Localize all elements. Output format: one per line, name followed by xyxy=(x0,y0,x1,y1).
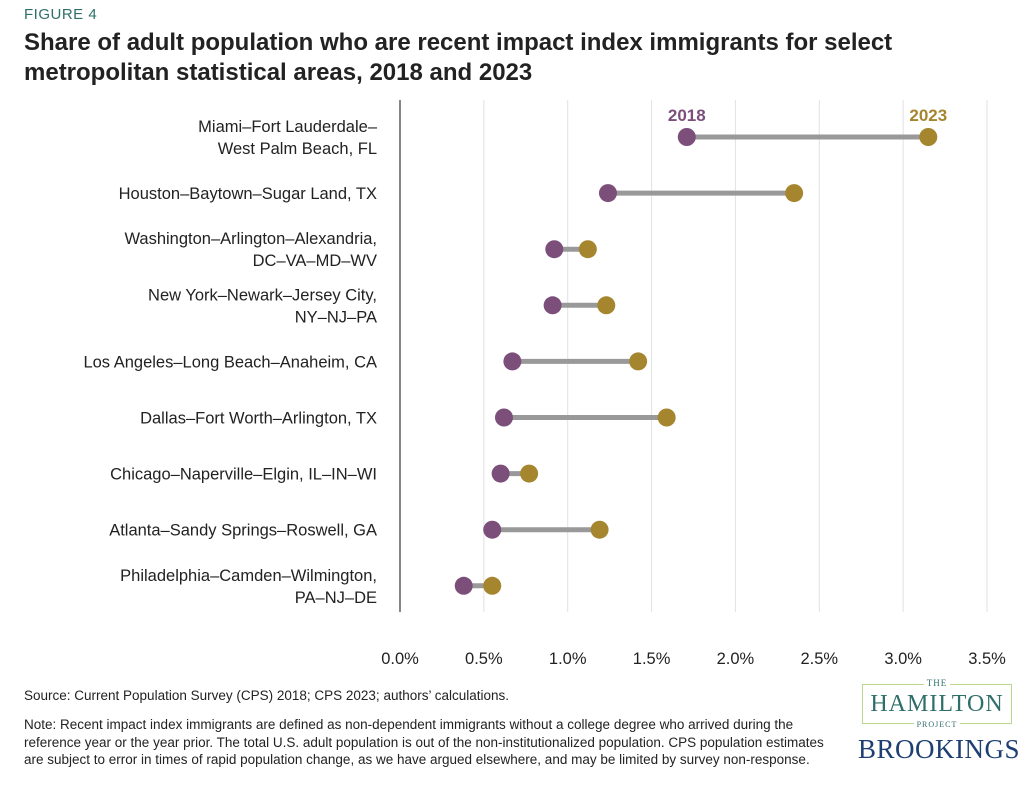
point-2023 xyxy=(578,240,597,259)
chart-title: Share of adult population who are recent… xyxy=(24,29,893,86)
legend-label-2023: 2023 xyxy=(909,106,947,125)
category-label-line: New York–Newark–Jersey City, xyxy=(148,286,377,304)
x-tick-label: 1.5% xyxy=(633,650,671,668)
category-label: Miami–Fort Lauderdale– West Palm Beach, F… xyxy=(198,118,378,158)
point-2018 xyxy=(454,576,473,595)
point-2018 xyxy=(543,296,562,315)
category-label: Houston–Baytown–Sugar Land, TX xyxy=(119,185,377,203)
logo-hamilton: HAMILTON xyxy=(870,691,1004,717)
category-label-line: Philadelphia–Camden–Wilmington, xyxy=(120,567,377,585)
point-2018 xyxy=(677,128,696,146)
category-label-line: West Palm Beach, FL xyxy=(218,140,377,158)
x-tick-label: 2.5% xyxy=(800,650,838,668)
legend-label-2018: 2018 xyxy=(668,106,706,125)
logo-the: THE xyxy=(923,678,951,688)
x-tick-label: 2.0% xyxy=(717,650,755,668)
point-2018 xyxy=(545,240,564,259)
brookings-logo: BROOKINGS xyxy=(858,734,1021,764)
point-2023 xyxy=(629,352,648,371)
point-2018 xyxy=(483,520,502,539)
point-2023 xyxy=(785,184,804,203)
category-label-line: Washington–Arlington–Alexandria, xyxy=(124,230,377,248)
x-tick-label: 0.0% xyxy=(381,650,419,668)
dumbbell-chart: 0.0% 0.5% 1.0% 1.5% 2.0% 2.5% 3.0% 3.5% Miami–Fo… xyxy=(83,100,1006,668)
x-tick-label: 3.5% xyxy=(968,650,1006,668)
category-label-line: Los Angeles–Long Beach–Anaheim, CA xyxy=(83,353,377,371)
category-label-line: NY–NJ–PA xyxy=(295,308,377,326)
x-tick-label: 0.5% xyxy=(465,650,503,668)
category-label: Chicago–Naperville–Elgin, IL–IN–WI xyxy=(110,466,377,484)
category-label-line: Chicago–Naperville–Elgin, IL–IN–WI xyxy=(110,466,377,484)
category-label-line: Houston–Baytown–Sugar Land, TX xyxy=(119,185,377,203)
point-2023 xyxy=(520,464,539,483)
category-label-line: PA–NJ–DE xyxy=(295,589,377,607)
category-label: Atlanta–Sandy Springs–Roswell, GA xyxy=(109,522,377,540)
category-label: New York–Newark–Jersey City, NY–NJ–PA xyxy=(148,286,377,326)
category-label-line: Miami–Fort Lauderdale– xyxy=(198,118,378,136)
point-2023 xyxy=(590,520,609,539)
category-label: Los Angeles–Long Beach–Anaheim, CA xyxy=(83,353,377,371)
source-note: Source: Current Population Survey (CPS) … xyxy=(24,688,510,703)
hamilton-project-logo: THE HAMILTON PROJECT xyxy=(862,678,1012,729)
figure-label: FIGURE 4 xyxy=(24,6,98,23)
point-2018 xyxy=(503,352,522,371)
category-label: Washington–Arlington–Alexandria, DC–VA–MD… xyxy=(124,230,377,270)
category-label: Dallas–Fort Worth–Arlington, TX xyxy=(140,410,377,428)
category-label-line: DC–VA–MD–WV xyxy=(253,252,377,270)
logo-project: PROJECT xyxy=(913,720,961,729)
point-2018 xyxy=(491,464,510,483)
point-2023 xyxy=(483,576,502,595)
category-label: Philadelphia–Camden–Wilmington, PA–NJ–DE xyxy=(120,567,377,607)
x-tick-label: 3.0% xyxy=(884,650,922,668)
point-2023 xyxy=(919,128,938,146)
point-2018 xyxy=(598,184,617,203)
footnote: Note: Recent impact index immigrants are… xyxy=(24,717,824,767)
point-2023 xyxy=(597,296,616,315)
x-tick-label: 1.0% xyxy=(549,650,587,668)
point-2018 xyxy=(494,408,513,427)
point-2023 xyxy=(657,408,676,427)
category-label-line: Atlanta–Sandy Springs–Roswell, GA xyxy=(109,522,377,540)
category-label-line: Dallas–Fort Worth–Arlington, TX xyxy=(140,410,377,428)
